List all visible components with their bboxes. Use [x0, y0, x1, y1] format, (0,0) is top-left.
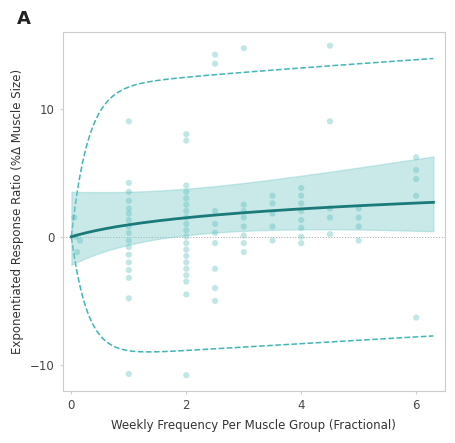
Point — [297, 184, 304, 191]
Point — [182, 214, 190, 221]
Point — [125, 295, 132, 302]
Point — [182, 182, 190, 189]
Point — [73, 249, 81, 256]
Point — [182, 372, 190, 379]
Point — [326, 231, 333, 238]
Point — [125, 210, 132, 217]
Point — [182, 137, 190, 144]
Point — [182, 272, 190, 279]
Point — [240, 223, 247, 230]
Point — [297, 224, 304, 231]
Point — [326, 42, 333, 49]
Point — [182, 265, 190, 272]
Point — [125, 259, 132, 266]
Point — [268, 223, 276, 230]
Point — [240, 249, 247, 256]
Point — [125, 197, 132, 204]
Point — [354, 205, 362, 212]
Point — [182, 233, 190, 240]
Point — [182, 208, 190, 215]
Point — [240, 201, 247, 208]
Point — [211, 208, 218, 215]
Point — [125, 370, 132, 377]
Point — [125, 118, 132, 125]
Point — [182, 240, 190, 247]
Point — [182, 201, 190, 208]
Point — [297, 240, 304, 247]
Point — [182, 278, 190, 285]
Point — [326, 205, 333, 212]
Point — [125, 237, 132, 244]
Point — [240, 214, 247, 221]
Point — [182, 227, 190, 234]
Point — [354, 237, 362, 244]
Point — [71, 214, 78, 221]
Point — [412, 192, 419, 199]
Point — [211, 265, 218, 272]
Point — [211, 60, 218, 67]
Point — [412, 175, 419, 183]
Point — [211, 229, 218, 237]
Point — [125, 205, 132, 212]
Point — [125, 251, 132, 258]
Point — [240, 232, 247, 239]
Point — [182, 195, 190, 202]
Point — [182, 246, 190, 253]
Point — [211, 240, 218, 247]
Point — [240, 240, 247, 247]
Point — [72, 233, 80, 240]
Point — [182, 259, 190, 266]
Point — [211, 284, 218, 291]
Point — [412, 167, 419, 174]
Point — [297, 192, 304, 199]
Y-axis label: Exponentiated Response Ratio (%Δ Muscle Size): Exponentiated Response Ratio (%Δ Muscle … — [11, 69, 24, 354]
Point — [125, 179, 132, 187]
Point — [182, 253, 190, 260]
Point — [125, 223, 132, 230]
Point — [125, 229, 132, 237]
Point — [125, 188, 132, 195]
Point — [297, 200, 304, 207]
Text: A: A — [17, 10, 30, 28]
Point — [211, 51, 218, 58]
Point — [268, 237, 276, 244]
Point — [297, 217, 304, 224]
Point — [182, 131, 190, 138]
Point — [182, 291, 190, 298]
Point — [211, 297, 218, 304]
Point — [240, 45, 247, 52]
Point — [182, 188, 190, 195]
Point — [268, 210, 276, 217]
Point — [412, 314, 419, 321]
Point — [125, 274, 132, 281]
X-axis label: Weekly Frequency Per Muscle Group (Fractional): Weekly Frequency Per Muscle Group (Fract… — [111, 419, 395, 432]
Point — [354, 223, 362, 230]
Point — [76, 237, 83, 244]
Point — [268, 192, 276, 199]
Point — [297, 208, 304, 215]
Point — [326, 118, 333, 125]
Point — [182, 220, 190, 227]
Point — [240, 208, 247, 215]
Point — [326, 214, 333, 221]
Point — [211, 220, 218, 227]
Point — [412, 154, 419, 161]
Point — [354, 214, 362, 221]
Point — [125, 217, 132, 224]
Point — [125, 244, 132, 251]
Point — [297, 233, 304, 240]
Point — [125, 267, 132, 274]
Point — [268, 200, 276, 207]
